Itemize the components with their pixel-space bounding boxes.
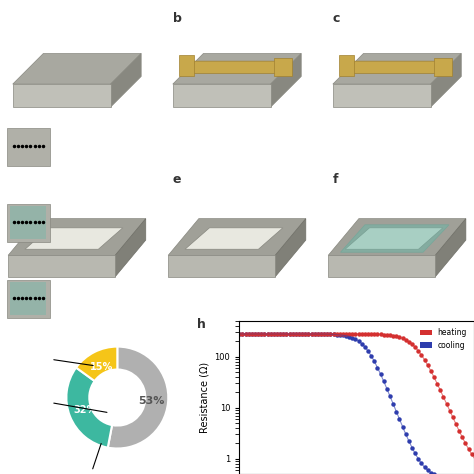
Polygon shape (344, 61, 446, 73)
heating (469, 451, 474, 457)
Polygon shape (179, 55, 194, 76)
Polygon shape (13, 54, 141, 84)
Polygon shape (10, 282, 46, 315)
Polygon shape (271, 54, 301, 107)
heating (412, 344, 418, 350)
cooling (419, 461, 424, 466)
Text: h: h (197, 318, 206, 331)
heating (419, 352, 424, 358)
Polygon shape (183, 61, 286, 73)
Line: heating: heating (238, 332, 473, 456)
Polygon shape (339, 55, 354, 76)
Polygon shape (7, 128, 50, 166)
heating (422, 357, 428, 363)
Polygon shape (115, 219, 146, 277)
Text: 53%: 53% (138, 396, 165, 406)
Polygon shape (333, 84, 431, 107)
cooling (422, 465, 428, 470)
Polygon shape (8, 255, 115, 277)
Text: c: c (333, 12, 340, 25)
Polygon shape (25, 228, 123, 249)
Text: e: e (173, 173, 181, 186)
Polygon shape (185, 228, 283, 249)
Polygon shape (328, 219, 466, 255)
Polygon shape (434, 58, 452, 76)
Polygon shape (340, 225, 449, 252)
Polygon shape (110, 54, 141, 107)
Polygon shape (435, 219, 466, 277)
heating (237, 331, 242, 337)
Wedge shape (76, 346, 118, 381)
Text: b: b (173, 12, 182, 25)
Polygon shape (13, 84, 110, 107)
Polygon shape (328, 255, 435, 277)
heating (444, 401, 449, 407)
Legend: heating, cooling: heating, cooling (417, 325, 470, 353)
Line: cooling: cooling (238, 332, 473, 474)
cooling (412, 451, 418, 456)
Polygon shape (8, 219, 146, 255)
Polygon shape (173, 84, 271, 107)
Polygon shape (333, 54, 461, 84)
Polygon shape (431, 54, 461, 107)
heating (255, 331, 261, 337)
Text: 32%: 32% (73, 405, 97, 415)
cooling (255, 331, 261, 337)
Polygon shape (275, 219, 306, 277)
Polygon shape (10, 206, 46, 239)
Wedge shape (66, 368, 112, 447)
Polygon shape (7, 204, 50, 242)
Polygon shape (273, 58, 292, 76)
cooling (428, 470, 434, 474)
heating (428, 368, 434, 374)
Polygon shape (173, 54, 301, 84)
Polygon shape (7, 280, 50, 318)
Polygon shape (168, 255, 275, 277)
cooling (237, 331, 242, 337)
Y-axis label: Resistance (Ω): Resistance (Ω) (199, 362, 209, 433)
Text: f: f (333, 173, 338, 186)
Text: 15%: 15% (90, 362, 113, 372)
Polygon shape (168, 219, 306, 255)
Wedge shape (108, 346, 168, 448)
Polygon shape (345, 228, 443, 249)
